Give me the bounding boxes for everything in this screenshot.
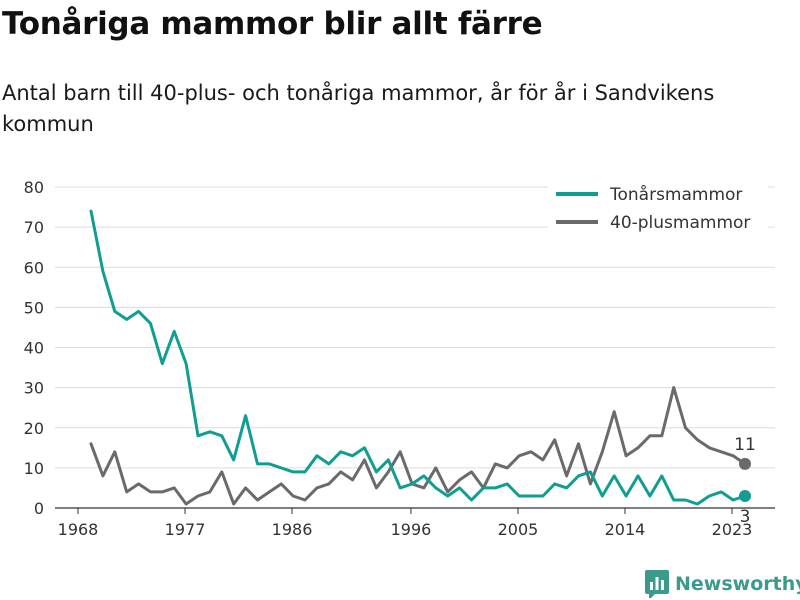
end-value-label: 11 — [734, 435, 756, 455]
chart-title: Tonåriga mammor blir allt färre — [2, 6, 543, 42]
y-tick-label: 40 — [24, 339, 44, 358]
series-lines — [89, 209, 747, 506]
series-line — [89, 386, 747, 506]
y-tick-label: 20 — [24, 419, 44, 438]
end-point-marker — [739, 457, 751, 470]
y-tick-label: 60 — [24, 258, 44, 277]
series-line — [89, 209, 747, 506]
x-tick-label: 1968 — [58, 520, 99, 539]
x-tick-label: 1996 — [391, 520, 432, 539]
x-tick-label: 2014 — [605, 520, 646, 539]
y-tick-label: 80 — [24, 178, 44, 197]
y-tick-label: 30 — [24, 379, 44, 398]
brand-logo: Newsworthy — [645, 570, 800, 598]
x-tick-label: 2023 — [712, 520, 753, 539]
end-points: 3 11 — [734, 435, 756, 527]
newsworthy-logo-icon — [645, 570, 669, 598]
legend-background — [548, 178, 768, 240]
y-tick-label: 0 — [34, 499, 44, 518]
x-tick-label: 2005 — [498, 520, 539, 539]
line-chart: 0 10 20 30 40 50 60 70 80 1968 1977 1986 1996 2005 20… — [24, 178, 775, 539]
y-tick-label: 50 — [24, 298, 44, 317]
brand-name: Newsworthy — [675, 573, 800, 595]
end-point-marker — [739, 489, 751, 502]
grid-lines — [55, 186, 775, 469]
x-tick-label: 1986 — [272, 520, 313, 539]
legend: Tonårsmammor 40-plusmammor — [548, 178, 768, 240]
end-value-label: 3 — [740, 507, 751, 527]
chart-subtitle: Antal barn till 40-plus- och tonåriga ma… — [2, 81, 715, 136]
y-tick-label: 70 — [24, 218, 44, 237]
x-tick-label: 1977 — [165, 520, 206, 539]
x-axis: 1968 1977 1986 1996 2005 2014 2023 — [55, 507, 775, 539]
y-axis-ticks: 0 10 20 30 40 50 60 70 80 — [24, 178, 44, 518]
legend-label: Tonårsmammor — [609, 184, 742, 205]
y-tick-label: 10 — [24, 459, 44, 478]
legend-label: 40-plusmammor — [610, 213, 750, 233]
